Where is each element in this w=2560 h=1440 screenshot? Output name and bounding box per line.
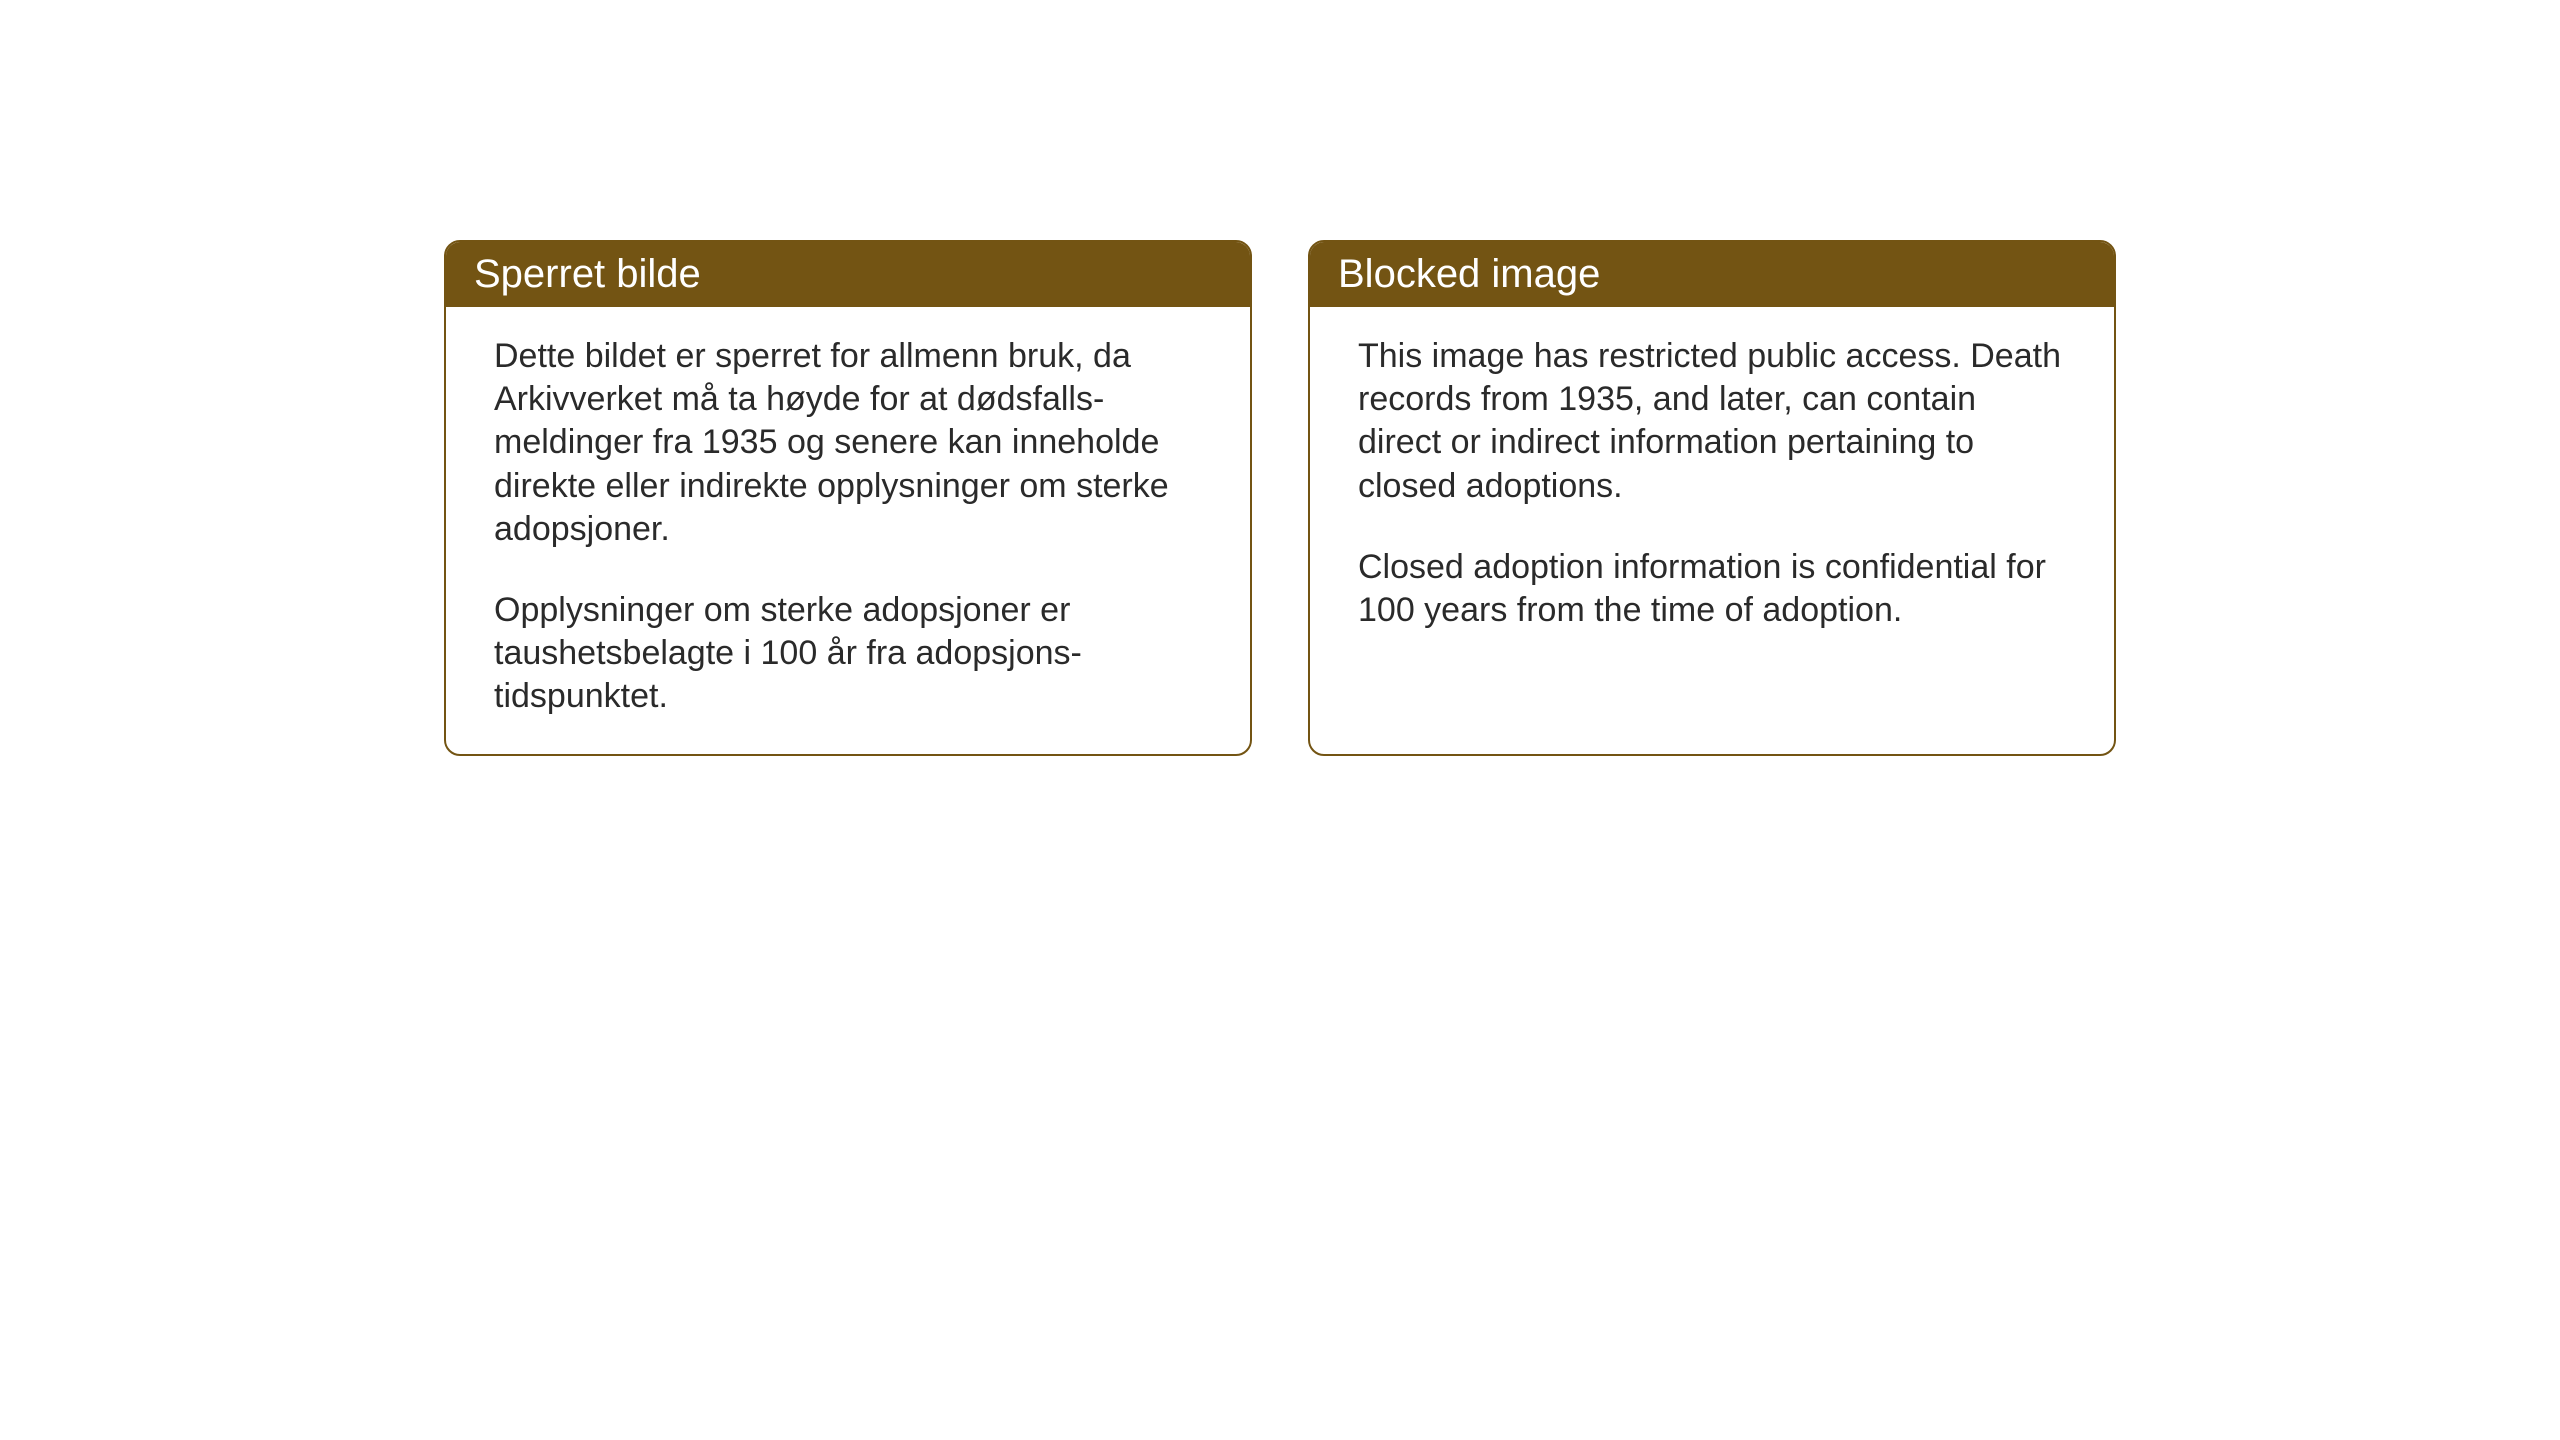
english-notice-card: Blocked image This image has restricted …	[1308, 240, 2116, 756]
norwegian-notice-card: Sperret bilde Dette bildet er sperret fo…	[444, 240, 1252, 756]
english-card-body: This image has restricted public access.…	[1310, 307, 2114, 668]
norwegian-paragraph-1: Dette bildet er sperret for allmenn bruk…	[494, 335, 1202, 551]
english-card-title: Blocked image	[1310, 242, 2114, 307]
english-paragraph-2: Closed adoption information is confident…	[1358, 546, 2066, 632]
norwegian-card-body: Dette bildet er sperret for allmenn bruk…	[446, 307, 1250, 754]
norwegian-paragraph-2: Opplysninger om sterke adopsjoner er tau…	[494, 589, 1202, 719]
norwegian-card-title: Sperret bilde	[446, 242, 1250, 307]
notice-container: Sperret bilde Dette bildet er sperret fo…	[444, 240, 2116, 756]
english-paragraph-1: This image has restricted public access.…	[1358, 335, 2066, 508]
